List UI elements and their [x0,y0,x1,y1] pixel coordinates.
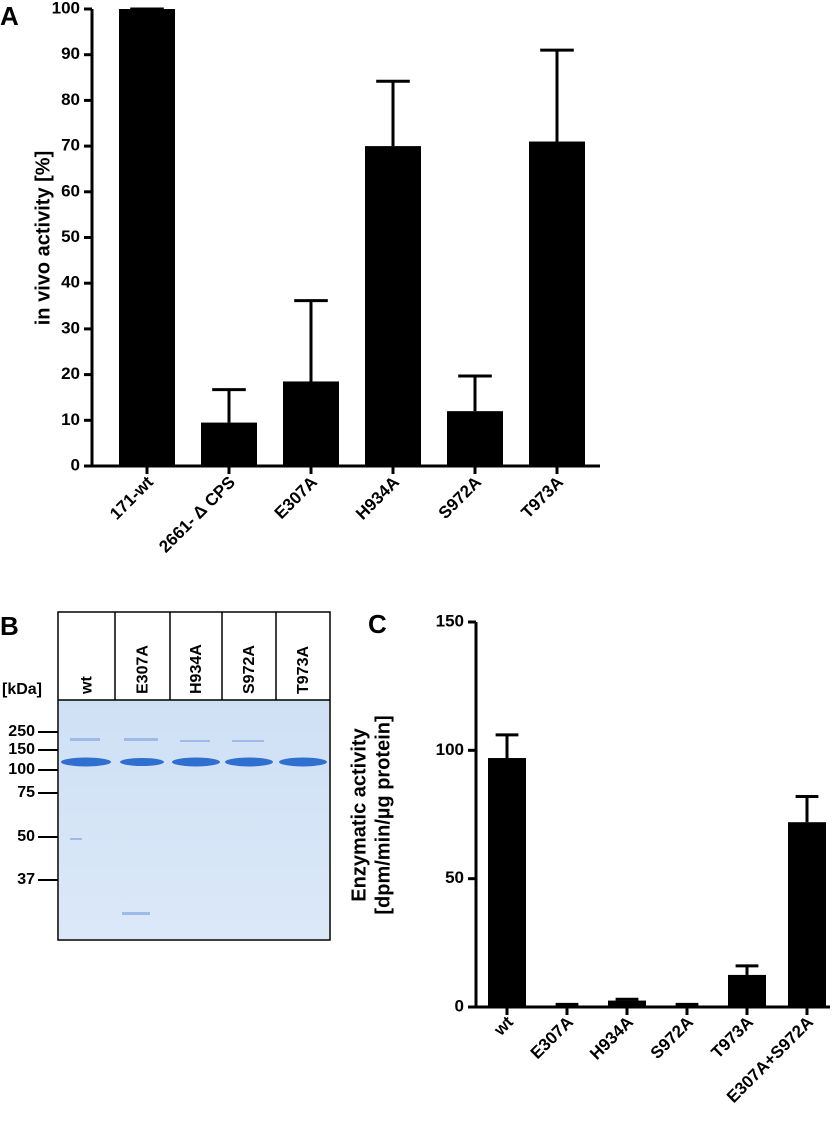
bands [61,738,327,915]
x-tick-label: E307A [271,473,321,523]
error-bar [376,79,410,147]
y-tick-label: 70 [61,136,80,155]
x-tick-label: T973A [517,473,567,523]
lane-label: H934A [188,644,205,694]
y-tick-label: 150 [436,611,464,630]
y-tick-label: 0 [455,996,464,1015]
y-axis-label: in vivo activity [%] [32,151,54,326]
bar [488,758,526,1007]
marker-label: 100 [8,761,35,778]
x-tick-label: T973A [707,1013,757,1063]
x-tick-label: wt [489,1012,517,1040]
x-tick-label: S972A [647,1013,697,1063]
y-tick-label: 50 [445,868,464,887]
lane-label: S972A [241,645,258,694]
marker-label: 250 [8,723,35,740]
lane-label: wt [79,676,96,695]
error-bar [540,48,574,142]
error-bar [615,997,639,1001]
y-tick-label: 50 [61,227,80,246]
lane-label: T973A [295,646,312,694]
marker-label: 150 [8,741,35,758]
panel-label: C [368,609,387,639]
bar [283,381,339,466]
error-bar [735,964,759,975]
bar [119,9,175,466]
x-tick-label: 171-wt [106,472,157,523]
y-tick-label: 90 [61,44,80,63]
y-tick-label: 0 [71,455,80,474]
marker-label: 50 [17,828,35,845]
bar [447,411,503,466]
error-bar [495,733,519,759]
y-tick-label: 30 [61,318,80,337]
bar [201,422,257,466]
x-tick-label: H934A [352,473,403,524]
marker-label: 37 [17,871,35,888]
unit-label: [kDa] [2,681,42,698]
y-tick-label: 20 [61,364,80,383]
y-tick-label: 10 [61,410,80,429]
bar [529,141,585,466]
x-tick-label: H934A [586,1013,637,1064]
bar [728,974,766,1007]
y-axis-label: [dpm/min/µg protein] [372,715,394,914]
gel-image [59,700,329,939]
y-tick-label: 40 [61,273,80,292]
chart-panel: C Enzymatic activity [dpm/min/µg protein] 0… [348,609,830,1107]
error-bar [212,388,246,423]
y-tick-label: 100 [436,740,464,759]
y-axis-label: Enzymatic activity [348,727,370,901]
bar [608,1000,646,1007]
y-tick-label: 80 [61,90,80,109]
bar [365,146,421,466]
x-tick-label: S972A [435,473,485,523]
x-tick-label: 2661- Δ CPS [155,473,239,557]
error-bar [458,374,492,412]
y-tick-label: 60 [61,181,80,200]
bar [788,822,826,1007]
error-bar [795,795,819,823]
x-tick-label: E307A [527,1013,577,1063]
error-bar [294,299,328,382]
panel-label: B [0,611,19,641]
panel-label: A [0,1,19,31]
y-tick-label: 100 [52,0,80,17]
lane-label: E307A [135,645,152,694]
marker-label: 75 [17,784,35,801]
chart-panel: Ain vivo activity [%] 0 10 20 30 40 50 60 70 80 90… [0,0,600,556]
